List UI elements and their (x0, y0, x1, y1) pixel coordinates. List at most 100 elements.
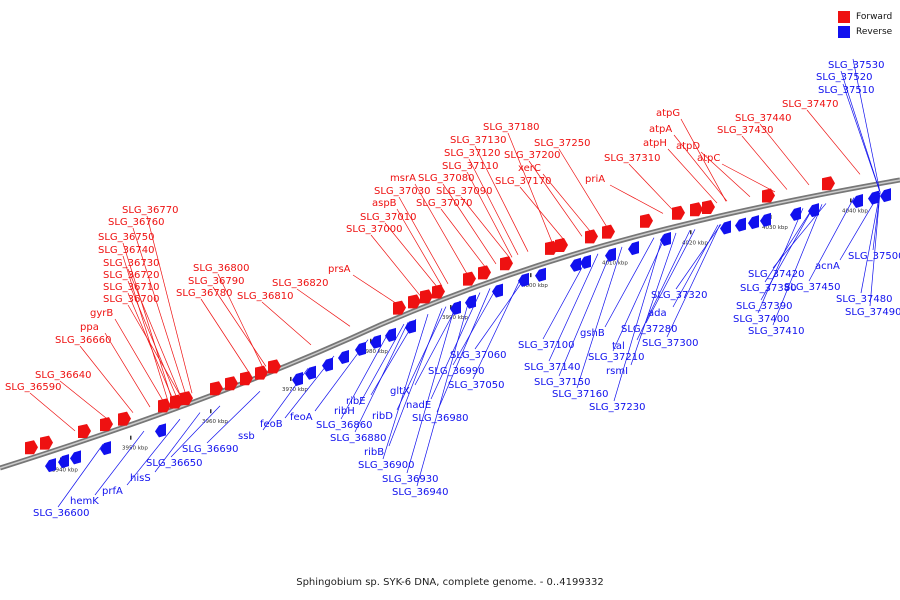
forward-gene-label: SLG_37180 (483, 122, 539, 133)
reverse-gene-label: SLG_37420 (748, 269, 804, 280)
forward-gene (255, 365, 268, 380)
reverse-gene (852, 194, 863, 208)
reverse-gene-label: SLG_37380 (740, 283, 796, 294)
reverse-gene (405, 319, 416, 334)
forward-gene-label: atpA (649, 124, 672, 135)
reverse-gene (720, 220, 731, 235)
reverse-gene-label: SLG_37210 (588, 352, 644, 363)
tick-mark (210, 409, 212, 414)
reverse-leader-line (154, 412, 201, 473)
legend-item-reverse: Reverse (838, 24, 892, 39)
forward-gene (478, 265, 491, 280)
forward-leader-line (558, 148, 609, 230)
forward-leader-line (352, 274, 399, 305)
figure-caption: Sphingobium sp. SYK-6 DNA, complete geno… (296, 577, 604, 588)
tick-mark (850, 198, 852, 203)
tick-mark (130, 435, 132, 440)
reverse-leader-line (430, 292, 481, 400)
reverse-leader-line (472, 275, 523, 380)
forward-leader-line (542, 173, 593, 234)
forward-gene-label: SLG_36590 (5, 382, 61, 393)
reverse-gene (760, 212, 771, 227)
forward-leader-line (673, 134, 728, 202)
forward-leader-line (474, 145, 529, 252)
reverse-leader-line (576, 246, 623, 389)
forward-gene (210, 381, 223, 396)
forward-gene (268, 359, 281, 374)
reverse-gene-label: ada (648, 308, 667, 319)
forward-gene (393, 300, 406, 315)
reverse-gene (292, 371, 303, 386)
forward-gene-label: ppa (80, 322, 99, 333)
reverse-gene (518, 272, 529, 287)
reverse-gene (580, 254, 591, 269)
forward-gene-label: SLG_36750 (98, 232, 154, 243)
forward-gene (640, 213, 653, 228)
reverse-gene-label: SLG_37100 (518, 340, 574, 351)
reverse-leader-line (772, 204, 823, 326)
reverse-gene-label: hemK (70, 496, 99, 507)
forward-gene-label: SLG_36780 (176, 288, 232, 299)
forward-leader-line (122, 242, 173, 400)
reverse-gene-label: SLG_36940 (392, 487, 448, 498)
forward-leader-line (127, 304, 182, 397)
reverse-gene-label: feoA (290, 412, 313, 423)
forward-gene-label: msrA (390, 173, 416, 184)
forward-leader-line (398, 196, 449, 285)
reverse-leader-line (126, 418, 181, 486)
reverse-leader-line (808, 197, 855, 282)
forward-gene (822, 176, 835, 191)
reverse-gene-label: SLG_37160 (552, 389, 608, 400)
reverse-gene-label: SLG_37520 (816, 72, 872, 83)
reverse-swatch (838, 25, 850, 38)
reverse-gene-label: SLG_37450 (784, 282, 840, 293)
reverse-leader-line (666, 224, 721, 338)
forward-swatch (838, 10, 850, 23)
forward-leader-line (29, 392, 76, 432)
reverse-gene (628, 241, 639, 256)
reverse-leader-line (358, 323, 405, 406)
reverse-gene-label: ribE (346, 396, 366, 407)
forward-gene-label: gyrB (90, 308, 113, 319)
tick-label: 4010 kbp (602, 260, 628, 266)
reverse-gene (450, 301, 461, 315)
reverse-gene (385, 327, 396, 342)
forward-leader-line (667, 148, 718, 204)
forward-gene (762, 188, 775, 203)
reverse-gene-label: SLG_37530 (828, 60, 884, 71)
forward-gene-label: SLG_37030 (374, 186, 430, 197)
reverse-gene (322, 357, 333, 372)
reverse-gene-label: SLG_36650 (146, 458, 202, 469)
reverse-gene (748, 215, 759, 230)
forward-gene (78, 423, 91, 438)
legend: Forward Reverse (838, 9, 892, 39)
reverse-leader-line (636, 230, 691, 341)
forward-leader-line (414, 183, 469, 276)
reverse-gene (305, 365, 316, 380)
reverse-leader-line (760, 205, 815, 301)
forward-gene-label: SLG_36720 (103, 270, 159, 281)
reverse-gene-label: SLG_36860 (316, 420, 372, 431)
forward-gene (225, 376, 238, 391)
reverse-gene-label: prfA (102, 486, 123, 497)
reverse-gene-label: hisS (130, 473, 151, 484)
forward-leader-line (127, 292, 174, 400)
tick-label: 4020 kbp (682, 240, 708, 246)
forward-gene (432, 284, 445, 299)
tick-mark (530, 273, 532, 278)
forward-leader-line (741, 135, 788, 190)
reverse-gene-label: rsmI (606, 366, 628, 377)
reverse-leader-line (396, 306, 447, 411)
tick-mark (290, 376, 292, 381)
forward-gene-label: atpC (697, 153, 720, 164)
forward-gene-label: SLG_36760 (108, 217, 164, 228)
reverse-leader-line (406, 302, 457, 474)
reverse-gene-label: tal (612, 341, 625, 352)
forward-gene-label: SLG_37010 (360, 212, 416, 223)
reverse-leader-line (542, 256, 589, 340)
forward-gene-label: xerC (518, 163, 541, 174)
forward-gene-label: atpG (656, 108, 680, 119)
reverse-gene-label: acnA (815, 261, 840, 272)
tick-label: 4040 kbp (842, 208, 868, 214)
